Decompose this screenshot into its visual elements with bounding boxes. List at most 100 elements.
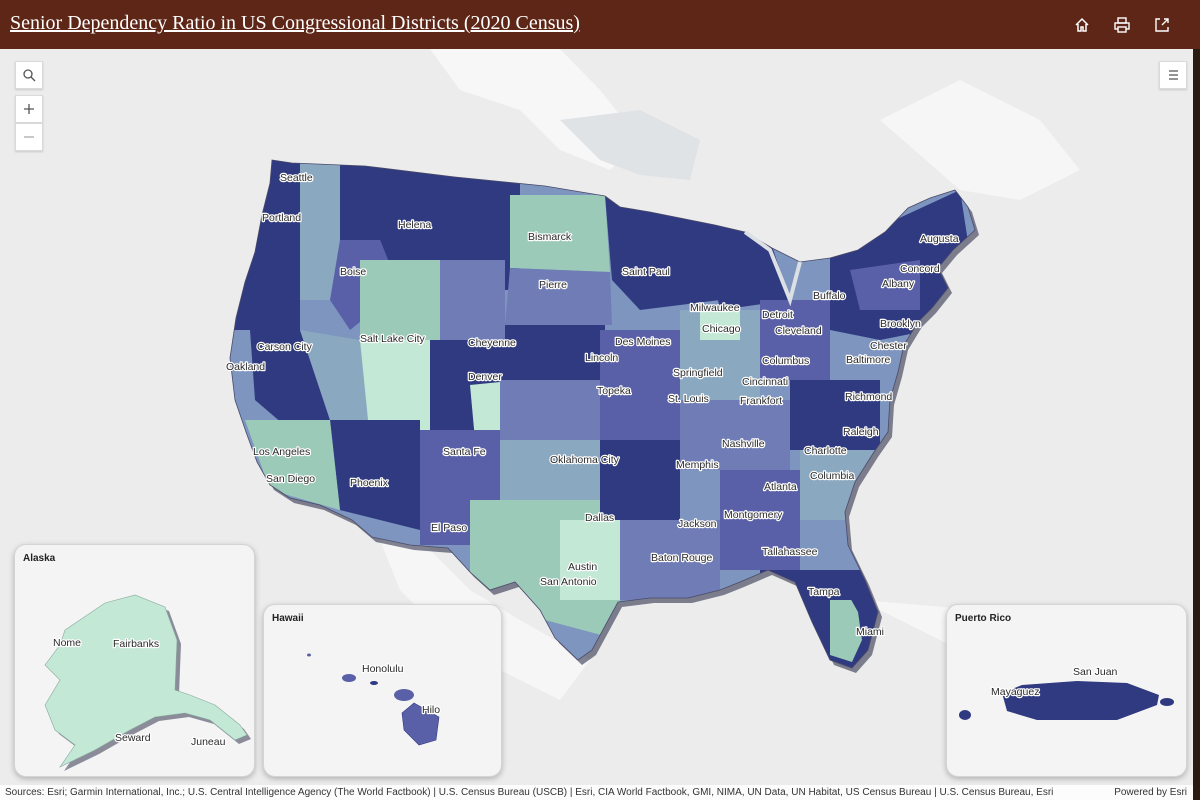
legend-button[interactable] — [1159, 61, 1187, 89]
city-label: Oklahoma City — [550, 454, 620, 466]
district-central-texas — [560, 520, 620, 600]
map-view[interactable]: Seattle Portland Helena Bismarck Augusta… — [0, 49, 1193, 800]
city-label: Cincinnati — [742, 376, 788, 388]
alaska-inset[interactable]: Nome Fairbanks Seward Juneau Alaska — [14, 544, 255, 777]
city-label: Montgomery — [724, 509, 783, 521]
city-label: Helena — [398, 219, 431, 231]
city-label: Atlanta — [764, 481, 797, 493]
hawaii-inset[interactable]: Honolulu Hilo Hawaii — [263, 604, 502, 777]
city-label: San Antonio — [540, 576, 597, 588]
city-label: Dallas — [585, 512, 614, 524]
search-icon — [23, 69, 36, 82]
print-button[interactable] — [1111, 14, 1133, 36]
island-maui — [394, 689, 414, 701]
city-label: Milwaukee — [690, 302, 740, 314]
district-north-dakota — [510, 195, 610, 272]
city-label: Cleveland — [775, 325, 822, 337]
city-label: Cheyenne — [468, 337, 516, 349]
city-label: Buffalo — [813, 290, 846, 302]
puerto-rico-shape — [1002, 681, 1159, 720]
share-button[interactable] — [1151, 14, 1173, 36]
island-mona — [959, 710, 971, 720]
city-label: Nashville — [722, 438, 765, 450]
district-s-california — [245, 420, 340, 510]
district-n-california — [250, 330, 330, 430]
district-kansas — [500, 380, 600, 440]
city-label: Baton Rouge — [651, 552, 712, 564]
city-label: Concord — [900, 263, 940, 275]
legend-list-icon — [1169, 70, 1178, 80]
district-utah — [360, 340, 430, 440]
print-icon — [1114, 17, 1130, 33]
florida-detail — [830, 600, 862, 662]
island-vieques — [1160, 698, 1174, 706]
zoom-out-icon — [24, 136, 34, 138]
great-lakes — [743, 230, 802, 307]
city-label: Springfield — [673, 367, 723, 379]
zoom-in-button[interactable] — [15, 95, 43, 123]
city-label: Baltimore — [846, 354, 891, 366]
district-w-wa — [300, 160, 340, 300]
district-chicago-metro — [700, 310, 740, 340]
district-arizona — [330, 420, 420, 530]
puerto-rico-inset-title: Puerto Rico — [955, 613, 1012, 624]
app-header: Senior Dependency Ratio in US Congressio… — [0, 0, 1200, 49]
city-label: Salt Lake City — [360, 333, 426, 345]
district-virginia-wv — [790, 380, 880, 450]
city-label: Lincoln — [585, 352, 618, 364]
island-niihau — [307, 653, 311, 657]
home-icon — [1075, 17, 1089, 32]
city-label: Richmond — [845, 391, 892, 403]
city-label: Augusta — [920, 233, 959, 245]
hudson-bay-water — [560, 110, 700, 180]
city-label: Saint Paul — [622, 266, 670, 278]
city-label: El Paso — [431, 522, 467, 534]
city-label: Seattle — [280, 172, 313, 184]
city-label: Seward — [115, 732, 151, 744]
city-label: San Juan — [1073, 666, 1118, 678]
district-ohio — [760, 300, 830, 380]
district-nevada — [300, 330, 370, 440]
city-label: Fairbanks — [113, 638, 159, 650]
city-label: Albany — [882, 278, 915, 290]
city-label: Carson City — [257, 341, 313, 353]
district-iowa-missouri — [600, 330, 680, 440]
page-title[interactable]: Senior Dependency Ratio in US Congressio… — [10, 12, 580, 34]
city-label: Hilo — [422, 704, 440, 716]
powered-by-link[interactable]: Powered by Esri — [1114, 787, 1187, 798]
district-oklahoma — [500, 440, 620, 500]
quebec-labrador-land — [880, 80, 1080, 200]
city-label: Frankfort — [740, 395, 782, 407]
alaska-inset-title: Alaska — [23, 553, 56, 564]
city-label: San Diego — [266, 473, 315, 485]
city-label: Charlotte — [804, 445, 847, 457]
city-label: Nome — [53, 637, 81, 649]
city-label: Jackson — [678, 518, 717, 530]
city-label: Topeka — [597, 385, 631, 397]
city-label: Boise — [340, 266, 366, 278]
puerto-rico-map: San Juan Mayaguez — [959, 665, 1174, 720]
alaska-map: Nome Fairbanks Seward Juneau — [44, 594, 251, 771]
zoom-out-button[interactable] — [15, 123, 43, 151]
district-south-dakota — [505, 268, 612, 325]
home-button[interactable] — [1071, 14, 1093, 36]
attribution-sources: Sources: Esri; Garmin International, Inc… — [5, 787, 1054, 798]
city-label: St. Louis — [668, 393, 709, 405]
zoom-in-icon — [24, 104, 34, 114]
city-label: Santa Fe — [443, 446, 486, 458]
city-label: Phoenix — [350, 477, 389, 489]
district-kentucky-tennessee — [680, 400, 790, 470]
city-label: Juneau — [191, 736, 226, 748]
city-label: Columbia — [810, 470, 855, 482]
district-arkansas — [600, 440, 680, 520]
city-label: Memphis — [676, 459, 719, 471]
search-button[interactable] — [15, 61, 43, 89]
city-label: Los Angeles — [253, 446, 310, 458]
attribution-bar: Sources: Esri; Garmin International, Inc… — [0, 785, 1193, 800]
district-minnesota — [605, 195, 720, 310]
city-label: Des Moines — [615, 336, 670, 348]
city-label: Brooklyn — [880, 318, 921, 330]
puerto-rico-inset[interactable]: San Juan Mayaguez Puerto Rico — [946, 604, 1187, 777]
city-label: Honolulu — [362, 663, 404, 675]
district-upstate-ny — [850, 260, 920, 310]
